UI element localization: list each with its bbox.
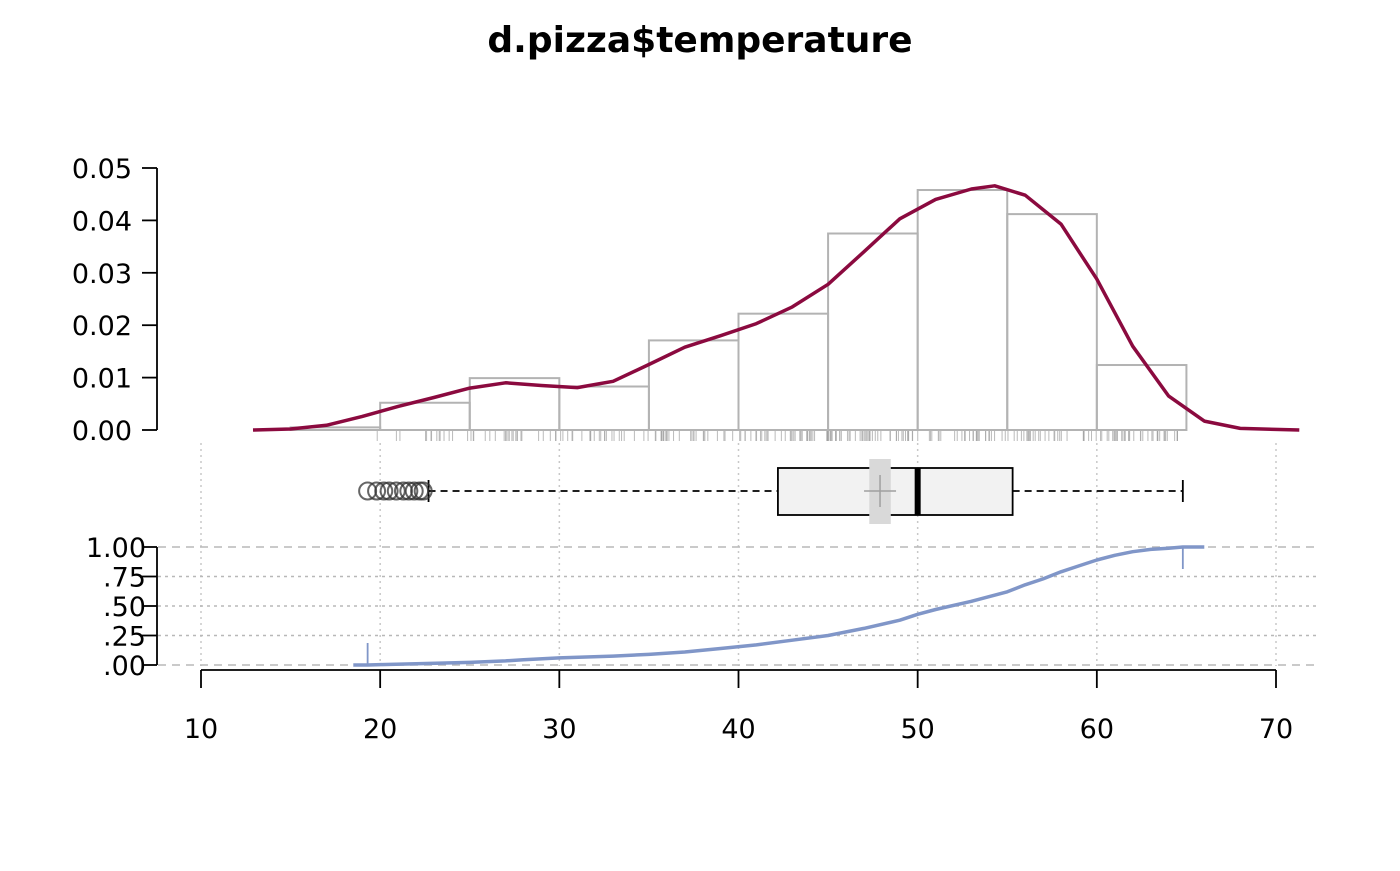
density-curve-group — [252, 184, 1300, 432]
boxplot-outlier-3 — [379, 481, 399, 501]
chart-title: d.pizza$temperature — [487, 20, 912, 61]
histogram-bar-9 — [1095, 364, 1188, 431]
ecdf-y-tick-label-0: .00 — [103, 651, 146, 682]
ecdf-y-tick-label-3: .75 — [103, 563, 146, 594]
hist-y-tick-label-5: 0.05 — [72, 154, 132, 185]
axes: 0.00 0.01 0.02 0.03 0.04 0.05 .00.25.50.751.00… — [72, 154, 1293, 745]
histogram-bar-6 — [827, 232, 919, 431]
histogram — [289, 189, 1188, 432]
boxplot-outlier-6 — [399, 481, 419, 501]
hist-y-tick-label-1: 0.01 — [72, 364, 132, 395]
boxplot-outlier-7 — [404, 481, 424, 501]
hist-y-tick-label-4: 0.04 — [72, 206, 132, 237]
ecdf — [353, 545, 1205, 667]
histogram-bar-4 — [647, 339, 740, 431]
x-tick-label-6: 70 — [1259, 714, 1293, 745]
x-tick-label-5: 60 — [1080, 714, 1114, 745]
ecdf-line — [353, 545, 1205, 667]
histogram-bar-3 — [558, 385, 650, 431]
density-curve — [252, 184, 1300, 432]
histogram-bar-7 — [916, 189, 1009, 431]
ecdf-y-tick-label-1: .25 — [103, 622, 146, 653]
hist-y-tick-label-3: 0.03 — [72, 259, 132, 290]
histogram-bar-5 — [737, 312, 830, 431]
hist-y-tick-label-2: 0.02 — [72, 311, 132, 342]
ecdf-y-tick-label-4: 1.00 — [86, 533, 146, 564]
boxplot-outlier-2 — [374, 481, 394, 501]
histogram-bar-8 — [1006, 213, 1098, 431]
rug — [376, 431, 1178, 441]
ecdf-y-tick-label-2: .50 — [103, 592, 146, 623]
boxplot-outlier-9 — [413, 481, 433, 501]
x-tick-label-3: 40 — [721, 714, 755, 745]
boxplot-outlier-1 — [367, 481, 387, 501]
x-tick-label-4: 50 — [900, 714, 934, 745]
x-tick-label-0: 10 — [184, 714, 218, 745]
x-tick-label-2: 30 — [542, 714, 576, 745]
grid-layer — [158, 443, 1320, 666]
boxplot — [358, 459, 1184, 524]
x-tick-label-1: 20 — [363, 714, 397, 745]
hist-y-tick-label-0: 0.00 — [72, 416, 132, 447]
